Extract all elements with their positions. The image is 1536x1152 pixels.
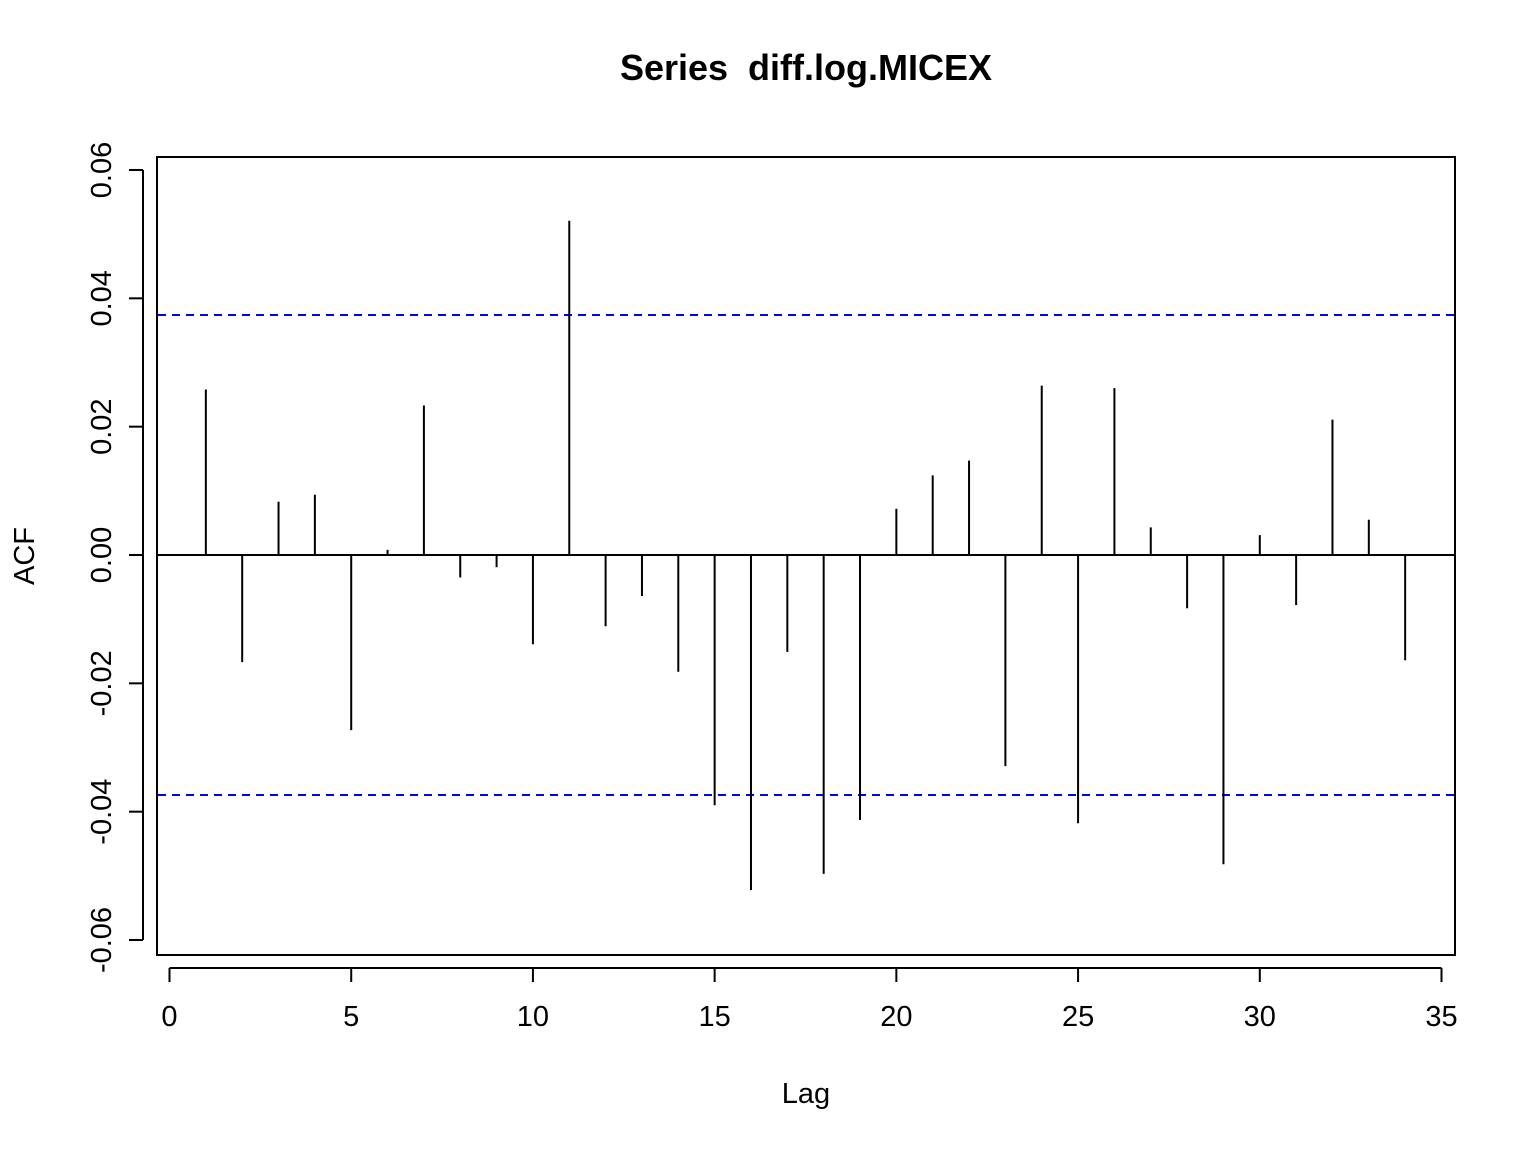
- y-tick-label: 0.04: [86, 270, 118, 326]
- x-tick-label: 5: [343, 1001, 359, 1033]
- x-tick-label: 20: [880, 1001, 912, 1033]
- y-axis-label: ACF: [9, 527, 41, 585]
- x-tick-label: 25: [1062, 1001, 1094, 1033]
- x-tick-label: 15: [699, 1001, 731, 1033]
- y-tick-label: -0.02: [86, 650, 118, 716]
- x-axis-label: Lag: [782, 1078, 830, 1110]
- plot-area: [158, 220, 1454, 890]
- y-tick-label: 0.02: [86, 398, 118, 454]
- y-tick-label: -0.04: [86, 779, 118, 845]
- x-axis: 0 5 10 15 20 25 30 35: [161, 967, 1458, 1033]
- x-tick-label: 35: [1425, 1001, 1457, 1033]
- chart-title: Series diff.log.MICEX: [620, 47, 992, 88]
- y-axis: -0.06 -0.04 -0.02 0.00 0.02 0.04 0.06: [86, 142, 144, 973]
- x-tick-label: 10: [517, 1001, 549, 1033]
- x-tick-label: 0: [161, 1001, 177, 1033]
- x-tick-label: 30: [1244, 1001, 1276, 1033]
- y-tick-label: 0.06: [86, 142, 118, 198]
- plot-frame: [156, 156, 1456, 956]
- y-tick-label: -0.06: [86, 907, 118, 973]
- y-tick-label: 0.00: [86, 527, 118, 583]
